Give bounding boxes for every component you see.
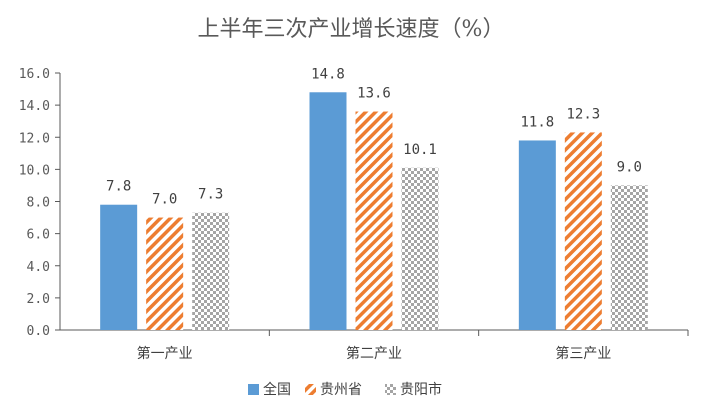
y-tick-label: 8.0 [27, 196, 50, 211]
bar-贵阳市-第一产业 [192, 212, 230, 330]
y-tick-label: 12.0 [19, 131, 50, 146]
y-tick-label: 10.0 [19, 163, 50, 178]
data-label: 9.0 [617, 159, 642, 175]
bar-贵阳市-第三产业 [610, 185, 648, 330]
data-label: 7.8 [106, 179, 131, 195]
x-tick-label: 第三产业 [555, 345, 611, 362]
data-label: 14.8 [311, 66, 345, 82]
bar-贵阳市-第二产业 [401, 167, 439, 330]
bar-贵州省-第一产业 [146, 217, 184, 330]
data-label: 7.3 [198, 187, 223, 203]
legend-label: 全国 [263, 381, 291, 398]
data-label: 12.3 [566, 106, 600, 122]
bar-贵州省-第二产业 [355, 111, 393, 330]
chart-title: 上半年三次产业增长速度（%） [198, 17, 505, 42]
y-tick-label: 0.0 [27, 324, 50, 339]
y-tick-label: 6.0 [27, 228, 50, 243]
y-tick-label: 4.0 [27, 260, 50, 275]
legend-swatch-贵州省 [305, 384, 316, 395]
data-label: 7.0 [152, 192, 177, 208]
y-tick-label: 16.0 [19, 67, 50, 82]
legend-swatch-贵阳市 [385, 384, 396, 395]
data-labels: 7.8 14.8 11.8 7.0 13.6 12.3 7.3 10.1 9.0 [106, 66, 642, 207]
bar-全国-第一产业 [100, 204, 138, 330]
axes: 0.0 2.0 4.0 6.0 8.0 10.0 12.0 14.0 16.0 第一产业 第二产业 第… [19, 67, 689, 362]
legend-label: 贵阳市 [400, 381, 442, 398]
legend-swatch-全国 [248, 384, 259, 395]
bars [100, 92, 648, 331]
x-tick-label: 第二产业 [346, 345, 402, 362]
bar-全国-第二产业 [309, 92, 347, 331]
legend: 全国 贵州省 贵阳市 [248, 381, 442, 398]
y-tick-label: 14.0 [19, 99, 50, 114]
data-label: 13.6 [357, 86, 391, 102]
x-tick-label: 第一产业 [137, 345, 193, 362]
bar-贵州省-第三产业 [564, 132, 602, 330]
legend-label: 贵州省 [320, 382, 362, 398]
data-label: 10.1 [403, 142, 437, 158]
y-tick-label: 2.0 [27, 292, 50, 307]
bar-全国-第三产业 [518, 140, 556, 330]
data-label: 11.8 [520, 114, 554, 130]
